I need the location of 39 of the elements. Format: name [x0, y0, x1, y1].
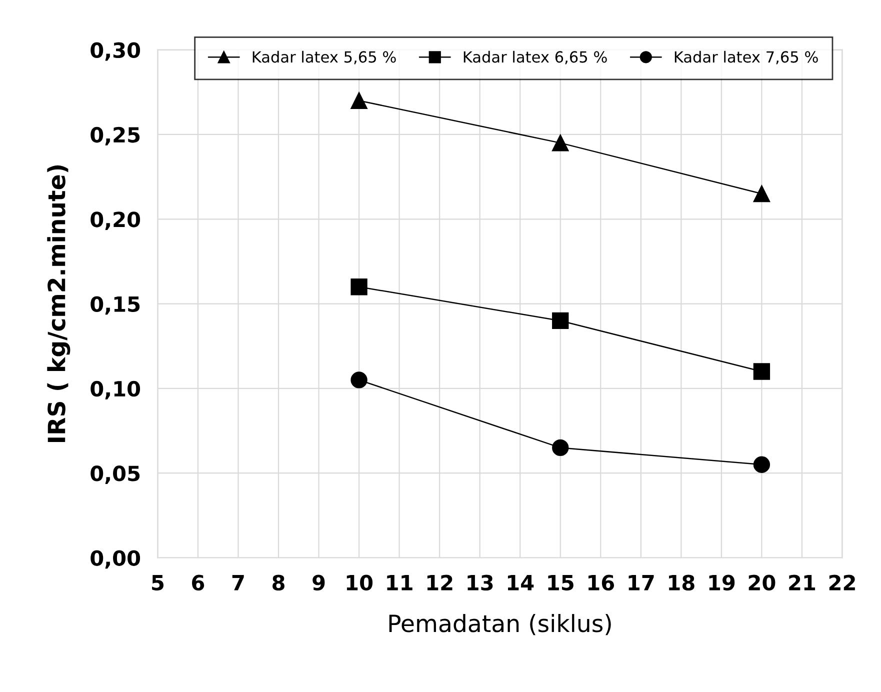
- x-tick-label: 20: [748, 574, 776, 591]
- x-tick-label: 8: [272, 574, 284, 591]
- x-tick-label: 16: [588, 574, 614, 591]
- x-tick-label: 7: [232, 575, 244, 590]
- y-axis-title: IRS ( kg/cm2.minute): [47, 165, 70, 442]
- point: [350, 372, 368, 388]
- y-tick-label: 0,05: [90, 466, 140, 484]
- point: [350, 92, 368, 109]
- point: [350, 278, 368, 296]
- legend-label: Kadar latex 6,65 %: [464, 50, 607, 64]
- x-tick-label: 19: [709, 574, 735, 591]
- point: [753, 185, 770, 202]
- x-tick-label: 11: [387, 575, 412, 590]
- point: [552, 134, 569, 152]
- x-tick-label: 17: [628, 575, 654, 590]
- legend-label: Kadar latex 5,65 %: [252, 50, 396, 64]
- y-tick-label: 0,00: [90, 550, 140, 569]
- x-tick-label: 18: [669, 574, 694, 591]
- x-tick-label: 21: [789, 574, 816, 590]
- y-tick-label: 0,20: [90, 212, 140, 230]
- x-tick-label: 15: [548, 575, 574, 591]
- y-tick-label: 0,30: [90, 42, 140, 61]
- x-tick-label: 22: [829, 574, 855, 590]
- x-axis-title: Pemadatan (siklus): [389, 614, 611, 636]
- legend-label: Kadar latex 7,65 %: [674, 50, 818, 64]
- x-tick-label: 9: [312, 574, 325, 591]
- x-tick-label: 6: [192, 574, 204, 591]
- point: [753, 456, 770, 473]
- point: [552, 312, 569, 330]
- y-tick-label: 0,25: [90, 126, 140, 146]
- point: [753, 363, 770, 380]
- y-tick-label: 0,15: [90, 296, 140, 315]
- x-tick-label: 14: [508, 575, 534, 590]
- x-tick-label: 5: [152, 575, 164, 591]
- x-tick-label: 13: [468, 574, 493, 591]
- point: [552, 439, 569, 456]
- x-tick-label: 10: [346, 574, 373, 591]
- x-tick-label: 12: [427, 574, 452, 590]
- y-tick-label: 0,10: [90, 380, 140, 400]
